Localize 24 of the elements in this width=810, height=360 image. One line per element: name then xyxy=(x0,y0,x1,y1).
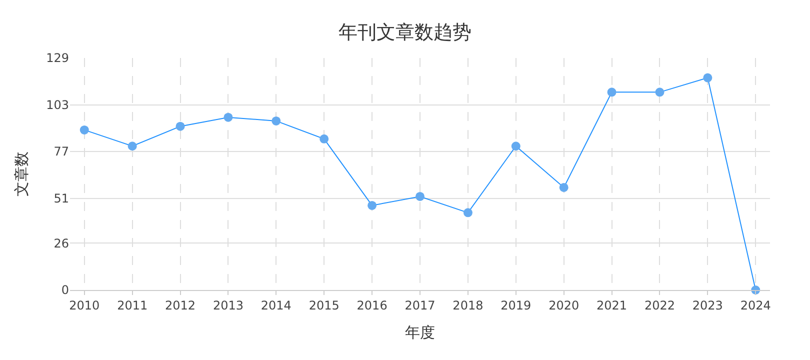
x-tick-label: 2024 xyxy=(740,298,771,312)
x-tick-label: 2022 xyxy=(644,298,676,312)
x-tick-label: 2023 xyxy=(692,298,723,312)
y-tick-label: 26 xyxy=(54,236,69,250)
x-tick-label: 2014 xyxy=(260,298,292,312)
y-tick-label: 77 xyxy=(54,144,69,159)
x-tick-label: 2011 xyxy=(117,298,148,312)
x-tick-label: 2021 xyxy=(596,298,628,312)
x-tick-label: 2016 xyxy=(356,298,388,312)
chart-title: 年刊文章数趋势 xyxy=(338,22,472,44)
x-axis-title: 年度 xyxy=(405,323,435,342)
y-tick-label: 129 xyxy=(46,51,69,66)
x-tick-label: 2017 xyxy=(404,298,436,312)
x-tick-label: 2020 xyxy=(548,298,580,312)
x-tick-label: 2010 xyxy=(69,298,100,312)
y-tick-label: 51 xyxy=(54,191,69,206)
x-tick-label: 2012 xyxy=(164,298,196,312)
y-tick-label: 103 xyxy=(46,98,69,112)
x-tick-label: 2018 xyxy=(452,298,484,312)
x-tick-label: 2013 xyxy=(212,298,244,312)
x-tick-label: 2015 xyxy=(308,298,340,312)
x-tick-label: 2019 xyxy=(500,298,532,312)
y-axis-title: 文章数 xyxy=(12,152,30,196)
y-tick-label: 0 xyxy=(61,283,69,298)
